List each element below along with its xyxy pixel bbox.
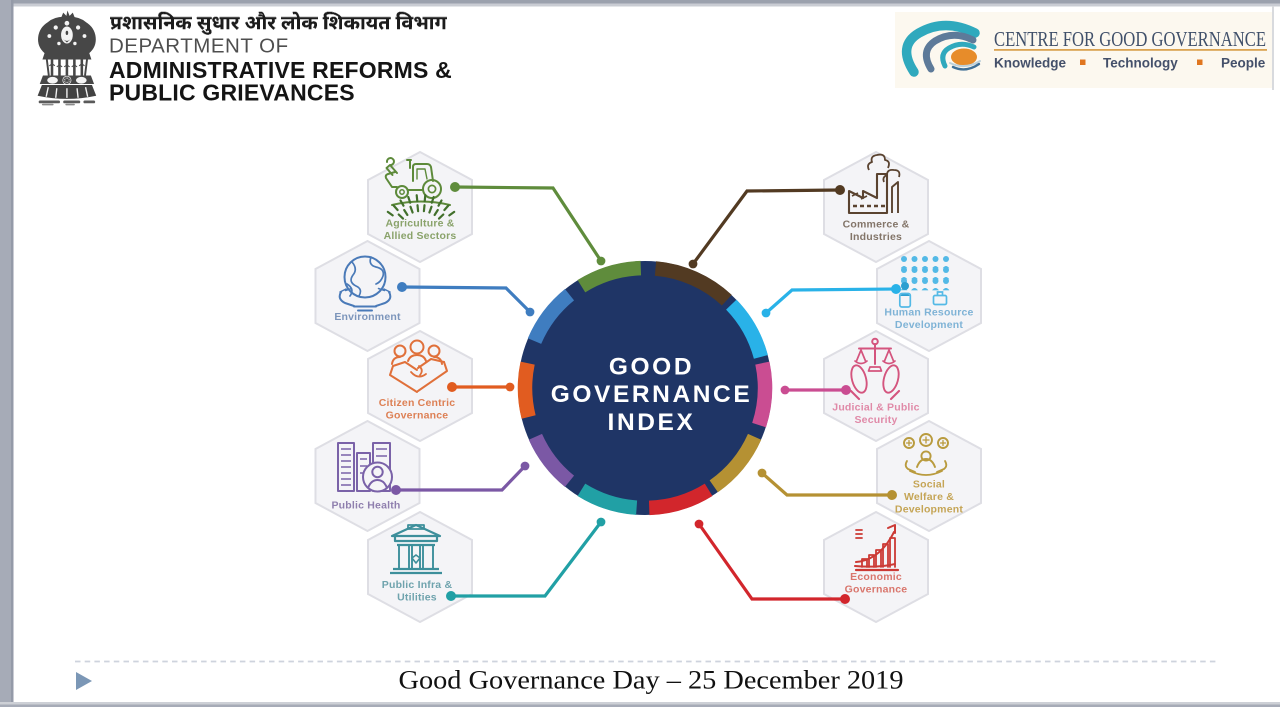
svg-text:PUBLIC GRIEVANCES: PUBLIC GRIEVANCES	[109, 80, 355, 106]
svg-text:Agriculture &: Agriculture &	[385, 218, 454, 230]
svg-text:Commerce &: Commerce &	[843, 219, 910, 231]
svg-text:Development: Development	[895, 319, 963, 331]
svg-text:Utilities: Utilities	[397, 592, 437, 604]
svg-text:GOOD: GOOD	[609, 354, 694, 381]
svg-text:Industries: Industries	[850, 231, 902, 243]
svg-text:Security: Security	[854, 414, 897, 426]
svg-text:Human Resource: Human Resource	[884, 307, 973, 319]
svg-text:Allied Sectors: Allied Sectors	[384, 230, 457, 242]
svg-text:Governance: Governance	[845, 584, 908, 596]
svg-text:Technology: Technology	[1103, 56, 1178, 71]
svg-text:Social: Social	[913, 479, 945, 491]
svg-text:Public Health: Public Health	[331, 500, 400, 512]
svg-text:CENTRE FOR GOOD GOVERNANCE: CENTRE FOR GOOD GOVERNANCE	[994, 27, 1266, 51]
svg-text:Public Infra &: Public Infra &	[382, 579, 453, 591]
svg-text:Environment: Environment	[334, 311, 401, 323]
svg-text:Governance: Governance	[386, 410, 449, 422]
svg-text:Development: Development	[895, 504, 963, 516]
svg-text:People: People	[1221, 56, 1266, 71]
svg-text:INDEX: INDEX	[608, 409, 696, 436]
svg-text:ADMINISTRATIVE REFORMS &: ADMINISTRATIVE REFORMS &	[109, 57, 452, 83]
svg-text:Citizen Centric: Citizen Centric	[379, 397, 456, 409]
svg-text:Knowledge: Knowledge	[994, 56, 1066, 71]
svg-text:Judicial & Public: Judicial & Public	[832, 402, 919, 414]
svg-text:Economic: Economic	[850, 571, 902, 583]
svg-text:Good Governance Day – 25 Decem: Good Governance Day – 25 December 2019	[399, 666, 904, 695]
svg-text:DEPARTMENT OF: DEPARTMENT OF	[109, 35, 289, 58]
svg-text:Welfare &: Welfare &	[904, 491, 954, 503]
svg-text:GOVERNANCE: GOVERNANCE	[551, 381, 753, 408]
